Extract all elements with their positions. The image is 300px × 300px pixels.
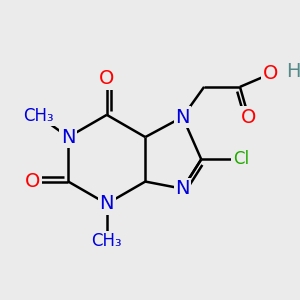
Text: CH₃: CH₃ <box>92 232 122 250</box>
Text: Cl: Cl <box>232 150 249 168</box>
Text: N: N <box>100 194 114 213</box>
Text: O: O <box>25 172 40 191</box>
Text: N: N <box>175 107 190 127</box>
Text: H: H <box>286 61 300 81</box>
Text: N: N <box>175 179 190 198</box>
Text: O: O <box>241 107 256 127</box>
Text: O: O <box>99 70 115 88</box>
Text: N: N <box>61 128 76 147</box>
Text: O: O <box>262 64 278 83</box>
Text: CH₃: CH₃ <box>23 106 53 124</box>
